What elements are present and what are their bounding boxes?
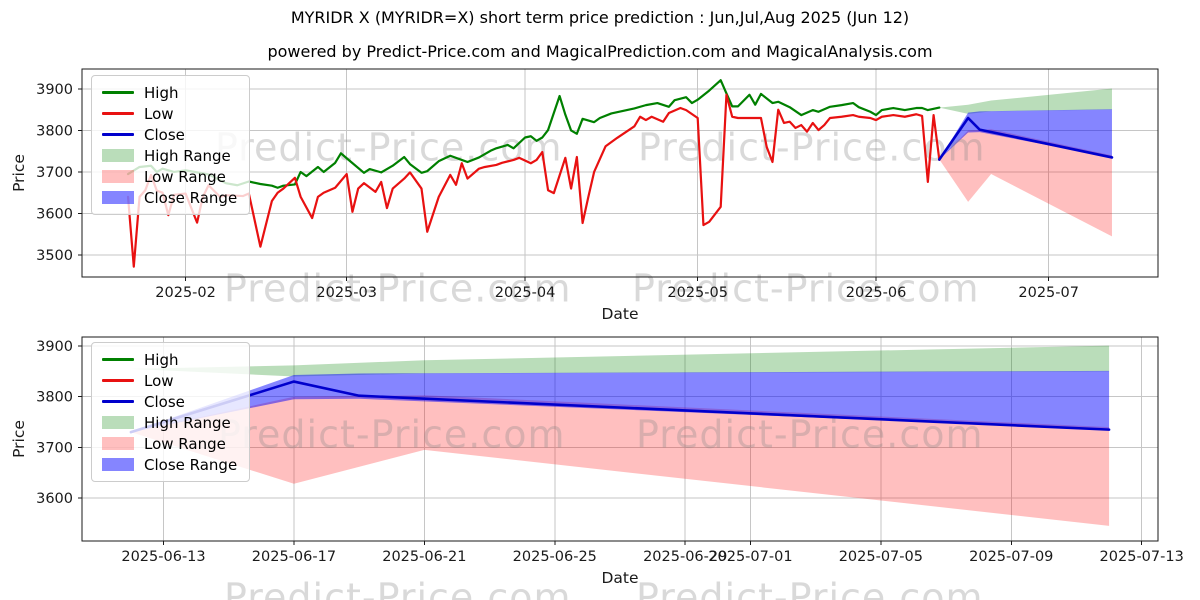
plot-border (81, 68, 1159, 278)
y-tick-label: 3900 (36, 82, 73, 98)
legend-item-low-range: Low Range (102, 166, 237, 187)
y-tick-label: 3700 (36, 440, 73, 456)
low-range-swatch (102, 437, 134, 450)
legend-item-high-range: High Range (102, 145, 237, 166)
high-swatch (102, 91, 134, 94)
close-range-swatch (102, 191, 134, 204)
band-high-range (939, 88, 1112, 114)
x-tick-label: 2025-07-05 (839, 549, 923, 565)
x-tick-label: 2025-07-13 (1100, 549, 1184, 565)
legend-item-low: Low (102, 103, 237, 124)
top-chart: Predict-Price.com Predict-Price.com Predic… (10, 68, 1159, 323)
legend-item-high-range: High Range (102, 412, 237, 433)
plot-border (81, 336, 1159, 542)
y-tick-label: 3600 (36, 206, 73, 222)
x-tick-label: 2025-06-17 (252, 549, 336, 565)
watermark-text: Predict-Price.com (636, 576, 984, 600)
legend-label: Low (144, 104, 174, 123)
legend-label: Close (144, 125, 185, 144)
legend-label: High (144, 350, 179, 369)
x-axis-label: Date (601, 569, 638, 587)
legend-label: High Range (144, 413, 231, 432)
legend-label: Low Range (144, 434, 226, 453)
close-swatch (102, 133, 134, 136)
legend-label: Close (144, 392, 185, 411)
legend-item-close: Close (102, 124, 237, 145)
watermark-text: Predict-Price.com (636, 413, 984, 457)
y-axis-label: Price (10, 154, 28, 192)
figure-title: MYRIDR X (MYRIDR=X) short term price pre… (290, 8, 910, 27)
legend-item-low: Low (102, 370, 237, 391)
legend-item-low-range: Low Range (102, 433, 237, 454)
legend-item-close-range: Close Range (102, 454, 237, 475)
x-tick-label: 2025-03 (316, 285, 377, 301)
legend-label: High (144, 83, 179, 102)
band-close-range (939, 109, 1112, 160)
legend-top-chart: High Low Close High Range Low Range Close Ran… (91, 75, 251, 215)
y-tick-label: 3800 (36, 123, 73, 139)
x-tick-label: 2025-04 (495, 285, 556, 301)
band-low-range (939, 129, 1112, 237)
band-close-range (130, 370, 1110, 433)
legend-label: Close Range (144, 455, 238, 474)
figure-subtitle: powered by Predict-Price.com and Magical… (267, 42, 933, 61)
legend-item-close: Close (102, 391, 237, 412)
series-line-high (126, 79, 941, 189)
legend-bottom-chart: High Low Close High Range Low Range Close Ran… (91, 342, 251, 482)
x-tick-label: 2025-06 (846, 285, 907, 301)
low-swatch (102, 379, 134, 382)
legend-label: Low Range (144, 167, 226, 186)
x-tick-label: 2025-07-09 (969, 549, 1053, 565)
y-tick-label: 3600 (36, 491, 73, 507)
legend-label: High Range (144, 146, 231, 165)
x-tick-label: 2025-07-01 (708, 549, 792, 565)
x-axis-label: Date (601, 305, 638, 323)
watermark-text: Predict-Price.com (224, 267, 572, 311)
x-tick-label: 2025-07 (1018, 285, 1079, 301)
y-axis-label: Price (10, 420, 28, 458)
legend-item-high: High (102, 349, 237, 370)
watermark-text: Predict-Price.com (638, 126, 986, 170)
x-tick-label: 2025-06-29 (643, 549, 727, 565)
legend-label: Low (144, 371, 174, 390)
legend-item-close-range: Close Range (102, 187, 237, 208)
y-tick-label: 3800 (36, 390, 73, 406)
watermark-text: Predict-Price.com (632, 267, 980, 311)
bottom-chart: Predict-Price.com Predict-Price.com Predic… (10, 336, 1184, 600)
y-tick-label: 3900 (36, 339, 73, 355)
x-tick-label: 2025-05 (667, 285, 728, 301)
low-range-swatch (102, 170, 134, 183)
x-tick-label: 2025-06-21 (382, 549, 466, 565)
low-swatch (102, 112, 134, 115)
high-swatch (102, 358, 134, 361)
close-range-swatch (102, 458, 134, 471)
series-line-close (938, 116, 1114, 161)
series-line-low (126, 93, 941, 268)
watermark-text: Predict-Price.com (218, 413, 566, 457)
band-high-range (130, 345, 1110, 377)
legend-item-high: High (102, 82, 237, 103)
band-low-range (130, 395, 1110, 526)
watermark-text: Predict-Price.com (224, 576, 572, 600)
x-tick-label: 2025-02 (155, 285, 216, 301)
y-tick-label: 3500 (36, 248, 73, 264)
high-range-swatch (102, 149, 134, 162)
y-tick-label: 3700 (36, 165, 73, 181)
x-tick-label: 2025-06-25 (513, 549, 597, 565)
close-swatch (102, 400, 134, 403)
x-tick-label: 2025-06-13 (121, 549, 205, 565)
high-range-swatch (102, 416, 134, 429)
legend-label: Close Range (144, 188, 238, 207)
